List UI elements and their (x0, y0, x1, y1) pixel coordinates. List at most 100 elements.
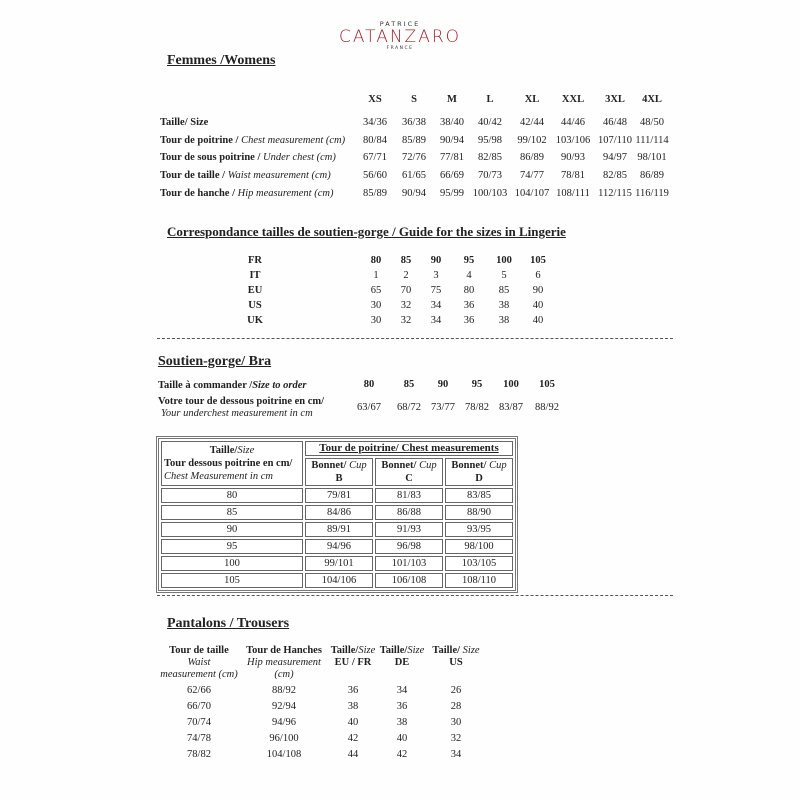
table-cell: 79/81 (305, 488, 373, 503)
cup-label-en: Cup (419, 460, 437, 471)
table-cell: 108/111 (556, 188, 590, 199)
header-fr: Taille/ (330, 645, 359, 656)
table-cell: 111/114 (635, 135, 669, 146)
table-cell: 70 (400, 285, 412, 296)
row-label: Taille/ Size (160, 117, 208, 129)
order-size: 95 (471, 379, 483, 390)
brand-logo: PATRICE CATANZARO FRANCE (339, 20, 461, 51)
table-cell: 26 (450, 685, 462, 696)
table-cell: 5 (501, 270, 507, 281)
table-cell: 65 (370, 285, 382, 296)
table-cell: 75 (430, 285, 442, 296)
table-cell: 104/108 (266, 749, 302, 760)
row-label-en: Hip measurement (cm) (237, 188, 334, 199)
size-header: M (447, 94, 457, 105)
table-cell: 99/102 (517, 135, 547, 146)
table-cell: 90/94 (402, 188, 426, 199)
cup-label-en: Cup (489, 460, 507, 471)
table-cell: 96/98 (375, 539, 443, 554)
table-cell: 62/66 (187, 685, 211, 696)
size-label: Taille/ (209, 445, 238, 456)
table-cell: 82/85 (478, 152, 502, 163)
cup-label-en: Cup (349, 460, 367, 471)
order-label-fr: Taille à commander / (158, 380, 253, 391)
row-label-fr: Taille/ Size (160, 117, 209, 128)
header-en: Waist (187, 657, 211, 668)
table-cell: 42 (396, 749, 408, 760)
table-cell: 32 (450, 733, 462, 744)
cup-letter: D (475, 473, 483, 484)
table-cell: 78/81 (561, 170, 585, 181)
table-cell: 100 (496, 255, 512, 266)
table-cell: 40/42 (478, 117, 502, 128)
row-label-fr: Tour de hanche / (160, 188, 238, 199)
lingerie-heading: Correspondance tailles de soutien-gorge … (167, 224, 566, 239)
table-cell: 92/94 (272, 701, 296, 712)
underchest-value: 83/87 (499, 402, 523, 413)
table-cell: 78/82 (187, 749, 211, 760)
row-label-fr: Tour de sous poitrine / (160, 152, 263, 163)
table-cell: 88/92 (272, 685, 296, 696)
table-cell: 80/84 (363, 135, 387, 146)
under-label-en: Chest Measurement in cm (164, 471, 273, 482)
table-cell: 90 (430, 255, 442, 266)
size-header: 3XL (605, 94, 625, 105)
table-cell: 95/98 (478, 135, 502, 146)
row-label: Tour de taille / Waist measurement (cm) (160, 170, 331, 182)
table-cell: 48/50 (640, 117, 664, 128)
table-cell: 72/76 (402, 152, 426, 163)
table-cell: 66/70 (187, 701, 211, 712)
table-cell: 38 (498, 315, 510, 326)
table-cell: 85 (400, 255, 412, 266)
table-cell: 70/74 (187, 717, 211, 728)
table-cell: 36 (463, 315, 475, 326)
size-header: L (486, 94, 494, 105)
underchest-value: 63/67 (357, 402, 381, 413)
table-cell: 66/69 (440, 170, 464, 181)
table-cell: 94/96 (272, 717, 296, 728)
table-cell: 91/93 (375, 522, 443, 537)
table-cell: 77/81 (440, 152, 464, 163)
size-label-en: Size (237, 445, 255, 456)
table-cell: 85/89 (402, 135, 426, 146)
row-label-en: Chest measurement (cm) (241, 135, 346, 146)
header-en-2: (cm) (274, 669, 294, 680)
table-cell: 86/88 (375, 505, 443, 520)
table-row: 100 99/101 101/103 103/105 (161, 556, 513, 571)
table-cell: 44 (347, 749, 359, 760)
bra-cup-table: Taille/Size Tour dessous poitrine en cm/… (156, 436, 518, 593)
cup-letter: C (405, 473, 413, 484)
logo-top: PATRICE (379, 20, 421, 28)
table-cell: 2 (403, 270, 409, 281)
table-cell: 74/77 (520, 170, 544, 181)
table-cell: 38 (498, 300, 510, 311)
table-cell: 95 (463, 255, 475, 266)
order-size: 90 (437, 379, 449, 390)
table-cell: 83/85 (445, 488, 513, 503)
row-label-fr: Tour de taille / (160, 170, 228, 181)
table-cell: 98/100 (445, 539, 513, 554)
underchest-value: 73/77 (431, 402, 455, 413)
table-cell: 74/78 (187, 733, 211, 744)
table-cell: 95 (161, 539, 303, 554)
header-fr: Taille/ (379, 645, 408, 656)
table-cell: 86/89 (640, 170, 664, 181)
table-cell: 40 (347, 717, 359, 728)
underchest-value: 78/82 (465, 402, 489, 413)
table-cell: 42/44 (520, 117, 544, 128)
cup-label: Bonnet/ (311, 460, 347, 471)
order-label: Taille à commander /Size to order (158, 380, 306, 392)
column-header: Tour de tailleWaistWaistmeasurement (cm) (160, 645, 237, 681)
order-label-en: Size to order (252, 380, 307, 391)
table-cell: 104/106 (305, 573, 373, 588)
table-row: 90 89/91 91/93 93/95 (161, 522, 513, 537)
table-cell: 84/86 (305, 505, 373, 520)
table-cell: 36 (463, 300, 475, 311)
cup-header: Bonnet/ Cup D (445, 458, 513, 486)
table-row: 85 84/86 86/88 88/90 (161, 505, 513, 520)
size-header: XL (524, 94, 540, 105)
table-cell: 85 (498, 285, 510, 296)
table-cell: 4 (466, 270, 472, 281)
header-fr: Taille/ (432, 645, 463, 656)
cup-header: Bonnet/ Cup B (305, 458, 373, 486)
